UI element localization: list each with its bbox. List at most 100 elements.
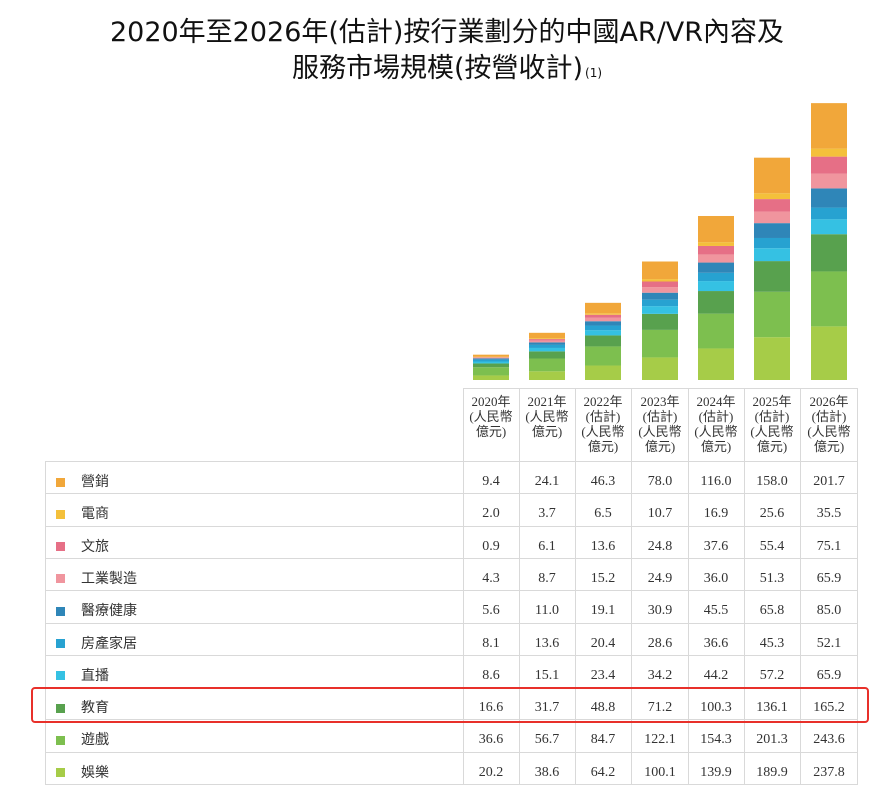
legend-entry-8: 遊戲 xyxy=(56,724,109,756)
data-label-9-5: 189.9 xyxy=(756,764,788,780)
bar-segment-5-4 xyxy=(754,223,790,238)
col-rule-5 xyxy=(744,388,745,785)
col-rule-2 xyxy=(575,388,576,785)
data-label-4-5: 65.8 xyxy=(759,603,785,619)
col-rule-0 xyxy=(463,388,464,785)
column-header-line: (人民幣 xyxy=(694,424,738,439)
title-footnote: (1) xyxy=(585,66,603,80)
column-header-line: 2021年 xyxy=(527,394,567,409)
column-header-line: 億元) xyxy=(813,439,845,454)
bar-segment-6-8 xyxy=(811,271,847,327)
data-label-7-4: 100.3 xyxy=(700,700,732,716)
data-label-4-6: 85.0 xyxy=(816,603,842,619)
legend-swatch xyxy=(56,639,65,648)
legend-entry-4: 醫療健康 xyxy=(56,595,137,627)
table-top-rule xyxy=(463,388,857,389)
bar-segment-5-5 xyxy=(754,237,790,249)
legend-swatch xyxy=(56,606,65,616)
data-label-9-1: 38.6 xyxy=(534,764,560,780)
column-header-line: (估計) xyxy=(754,409,790,424)
bar-segment-4-9 xyxy=(698,348,734,380)
data-label-9-3: 100.1 xyxy=(644,764,676,780)
data-label-8-0: 36.6 xyxy=(478,732,504,748)
bar-segment-1-2 xyxy=(529,339,565,341)
column-header-1: 2021年 (人民幣 億元) xyxy=(519,394,575,439)
bar-segment-5-1 xyxy=(754,193,790,200)
bar-segment-6-5 xyxy=(811,207,847,220)
legend-entry-7: 教育 xyxy=(56,692,109,724)
row-rule-4 xyxy=(45,590,857,592)
data-label-3-4: 36.0 xyxy=(703,570,729,586)
data-label-2-2: 13.6 xyxy=(590,538,616,554)
column-header-2: 2022年 (估計) (人民幣 億元) xyxy=(575,394,631,454)
data-label-0-1: 24.1 xyxy=(534,474,560,489)
bar-segment-3-6 xyxy=(642,306,678,314)
column-header-3: 2023年 (估計) (人民幣 億元) xyxy=(632,394,688,454)
column-header-line: 2022年 xyxy=(583,394,623,409)
column-header-line: (估計) xyxy=(585,409,621,424)
column-header-line: 2023年 xyxy=(640,394,680,409)
column-header-line: (人民幣 xyxy=(638,424,682,439)
legend-label: 娛樂 xyxy=(81,764,109,781)
row-rule-3 xyxy=(45,557,857,559)
bar-segment-6-1 xyxy=(811,148,847,157)
bar-segment-0-5 xyxy=(473,359,509,362)
column-header-5: 2025年 (估計) (人民幣 億元) xyxy=(744,394,800,454)
data-label-2-1: 6.1 xyxy=(538,538,556,554)
data-label-2-6: 75.1 xyxy=(816,538,842,554)
legend-entry-6: 直播 xyxy=(56,660,109,692)
data-label-4-0: 5.6 xyxy=(482,603,500,619)
col-rule-3 xyxy=(631,388,632,785)
bar-segment-2-0 xyxy=(585,302,621,314)
data-label-8-6: 243.6 xyxy=(813,732,845,748)
data-label-5-2: 20.4 xyxy=(590,635,616,651)
bar-segment-1-3 xyxy=(529,340,565,343)
column-header-line: 2020年 xyxy=(471,394,511,409)
bar-segment-0-7 xyxy=(473,363,509,368)
column-header-6: 2026年 (估計) (人民幣 億元) xyxy=(801,394,857,454)
bar-segment-4-7 xyxy=(698,291,734,314)
bar-segment-3-0 xyxy=(642,261,678,280)
row-rule-8 xyxy=(45,719,857,721)
data-label-0-0: 9.4 xyxy=(482,474,500,489)
legend-entry-5: 房產家居 xyxy=(56,628,137,660)
bar-segment-0-3 xyxy=(473,357,509,359)
bar-segment-4-2 xyxy=(698,245,734,255)
data-label-6-3: 34.2 xyxy=(647,667,673,683)
data-label-6-4: 44.2 xyxy=(703,667,729,683)
bar-segment-2-4 xyxy=(585,321,621,326)
data-label-5-6: 52.1 xyxy=(816,635,842,651)
data-label-9-2: 64.2 xyxy=(590,764,616,780)
row-rule-6 xyxy=(45,654,857,656)
data-label-0-3: 78.0 xyxy=(647,474,673,489)
bar-segment-2-2 xyxy=(585,314,621,318)
highlight-box-education xyxy=(31,687,869,723)
column-header-line: 2026年 xyxy=(809,394,849,409)
data-label-8-5: 201.3 xyxy=(756,732,788,748)
col-rule-6 xyxy=(800,388,801,785)
bar-segment-3-8 xyxy=(642,329,678,358)
chart-title-line2-text: 服務市場規模(按營收計) xyxy=(291,53,584,84)
data-label-6-1: 15.1 xyxy=(534,667,560,683)
bar-segment-5-7 xyxy=(754,261,790,292)
chart-title-line1: 2020年至2026年(估計)按行業劃分的中國AR/VR內容及 xyxy=(109,17,785,48)
data-label-0-2: 46.3 xyxy=(590,474,616,489)
data-label-1-1: 3.7 xyxy=(538,506,556,522)
bar-segment-3-1 xyxy=(642,279,678,282)
bar-segment-1-0 xyxy=(529,332,565,339)
bar-segment-0-8 xyxy=(473,367,509,376)
bar-segment-3-4 xyxy=(642,292,678,300)
data-label-7-2: 48.8 xyxy=(590,700,616,716)
bar-segment-1-8 xyxy=(529,358,565,372)
bar-segment-6-3 xyxy=(811,173,847,189)
data-label-8-4: 154.3 xyxy=(700,732,732,748)
bar-segment-6-6 xyxy=(811,219,847,235)
legend-label: 遊戲 xyxy=(81,732,109,749)
bar-segment-4-4 xyxy=(698,262,734,273)
column-header-line: 億元) xyxy=(700,439,732,454)
data-label-1-6: 35.5 xyxy=(816,506,842,522)
bar-segment-3-7 xyxy=(642,313,678,330)
bar-segment-2-6 xyxy=(585,330,621,336)
data-label-0-6: 201.7 xyxy=(813,474,845,489)
legend-label: 教育 xyxy=(81,700,109,717)
